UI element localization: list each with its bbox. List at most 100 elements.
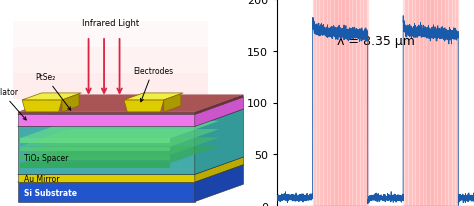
Bar [332, 0, 333, 206]
Bar [336, 0, 337, 206]
Bar [416, 0, 417, 206]
Bar [337, 0, 339, 206]
Bar [450, 0, 451, 206]
Bar [436, 0, 438, 206]
Polygon shape [20, 146, 219, 163]
Polygon shape [18, 115, 195, 127]
Bar [404, 0, 406, 206]
Bar [421, 0, 422, 206]
Text: Insulator: Insulator [0, 88, 26, 120]
Bar [453, 0, 454, 206]
Polygon shape [18, 157, 244, 174]
Bar [442, 0, 443, 206]
Polygon shape [20, 121, 219, 139]
Bar [321, 0, 322, 206]
Polygon shape [20, 129, 219, 147]
Polygon shape [20, 138, 219, 155]
Polygon shape [18, 112, 195, 115]
Bar [328, 0, 329, 206]
Text: Au Mirror: Au Mirror [24, 174, 60, 183]
Bar [431, 0, 432, 206]
Bar [447, 0, 448, 206]
Bar [354, 0, 356, 206]
Bar [417, 0, 419, 206]
Bar [324, 0, 325, 206]
Bar [340, 0, 342, 206]
Bar [406, 0, 407, 206]
Bar [348, 0, 350, 206]
Polygon shape [18, 98, 244, 115]
Bar [432, 0, 433, 206]
Text: Electrodes: Electrodes [133, 66, 173, 102]
Bar [358, 0, 359, 206]
Polygon shape [18, 174, 195, 182]
Bar [351, 0, 353, 206]
Polygon shape [164, 94, 181, 112]
Polygon shape [195, 157, 244, 182]
Text: λ = 8.35 μm: λ = 8.35 μm [337, 35, 415, 48]
Bar [451, 0, 453, 206]
Bar [322, 0, 324, 206]
Polygon shape [124, 94, 183, 100]
Bar [317, 0, 318, 206]
Bar [364, 0, 365, 206]
Text: Infrared Light: Infrared Light [82, 19, 139, 28]
Text: TiO₂ Spacer: TiO₂ Spacer [24, 153, 69, 162]
Polygon shape [22, 94, 82, 100]
Bar [457, 0, 458, 206]
Text: PtSe₂: PtSe₂ [36, 73, 71, 111]
Bar [335, 0, 336, 206]
Bar [329, 0, 330, 206]
Bar [456, 0, 457, 206]
Bar [407, 0, 409, 206]
Bar [410, 0, 411, 206]
Bar [325, 0, 327, 206]
Bar [427, 0, 428, 206]
Bar [318, 0, 319, 206]
Polygon shape [18, 182, 195, 202]
Bar [433, 0, 435, 206]
Polygon shape [18, 110, 244, 127]
Polygon shape [195, 110, 244, 174]
Bar [361, 0, 362, 206]
Bar [425, 0, 427, 206]
Bar [409, 0, 410, 206]
Polygon shape [22, 100, 62, 112]
Bar [350, 0, 351, 206]
Bar [435, 0, 436, 206]
Bar [438, 0, 439, 206]
Polygon shape [195, 95, 244, 115]
Bar [422, 0, 424, 206]
Bar [330, 0, 332, 206]
Polygon shape [20, 155, 171, 160]
Bar [362, 0, 364, 206]
Polygon shape [62, 94, 79, 112]
Polygon shape [20, 163, 171, 168]
Bar [327, 0, 328, 206]
Polygon shape [195, 98, 244, 127]
Bar [414, 0, 416, 206]
Bar [319, 0, 321, 206]
Bar [424, 0, 425, 206]
Bar [359, 0, 361, 206]
Bar [429, 0, 431, 206]
Bar [403, 0, 404, 206]
Bar [411, 0, 413, 206]
Polygon shape [20, 139, 171, 143]
Bar [315, 0, 317, 206]
Bar [356, 0, 357, 206]
Polygon shape [20, 147, 171, 152]
Bar [443, 0, 445, 206]
Bar [343, 0, 344, 206]
Bar [314, 0, 315, 206]
Bar [448, 0, 450, 206]
Bar [13, 74, 208, 99]
Bar [365, 0, 366, 206]
Bar [353, 0, 354, 206]
Bar [346, 0, 347, 206]
Bar [413, 0, 414, 206]
Polygon shape [18, 127, 195, 174]
Bar [342, 0, 343, 206]
Bar [13, 48, 208, 74]
Bar [333, 0, 335, 206]
